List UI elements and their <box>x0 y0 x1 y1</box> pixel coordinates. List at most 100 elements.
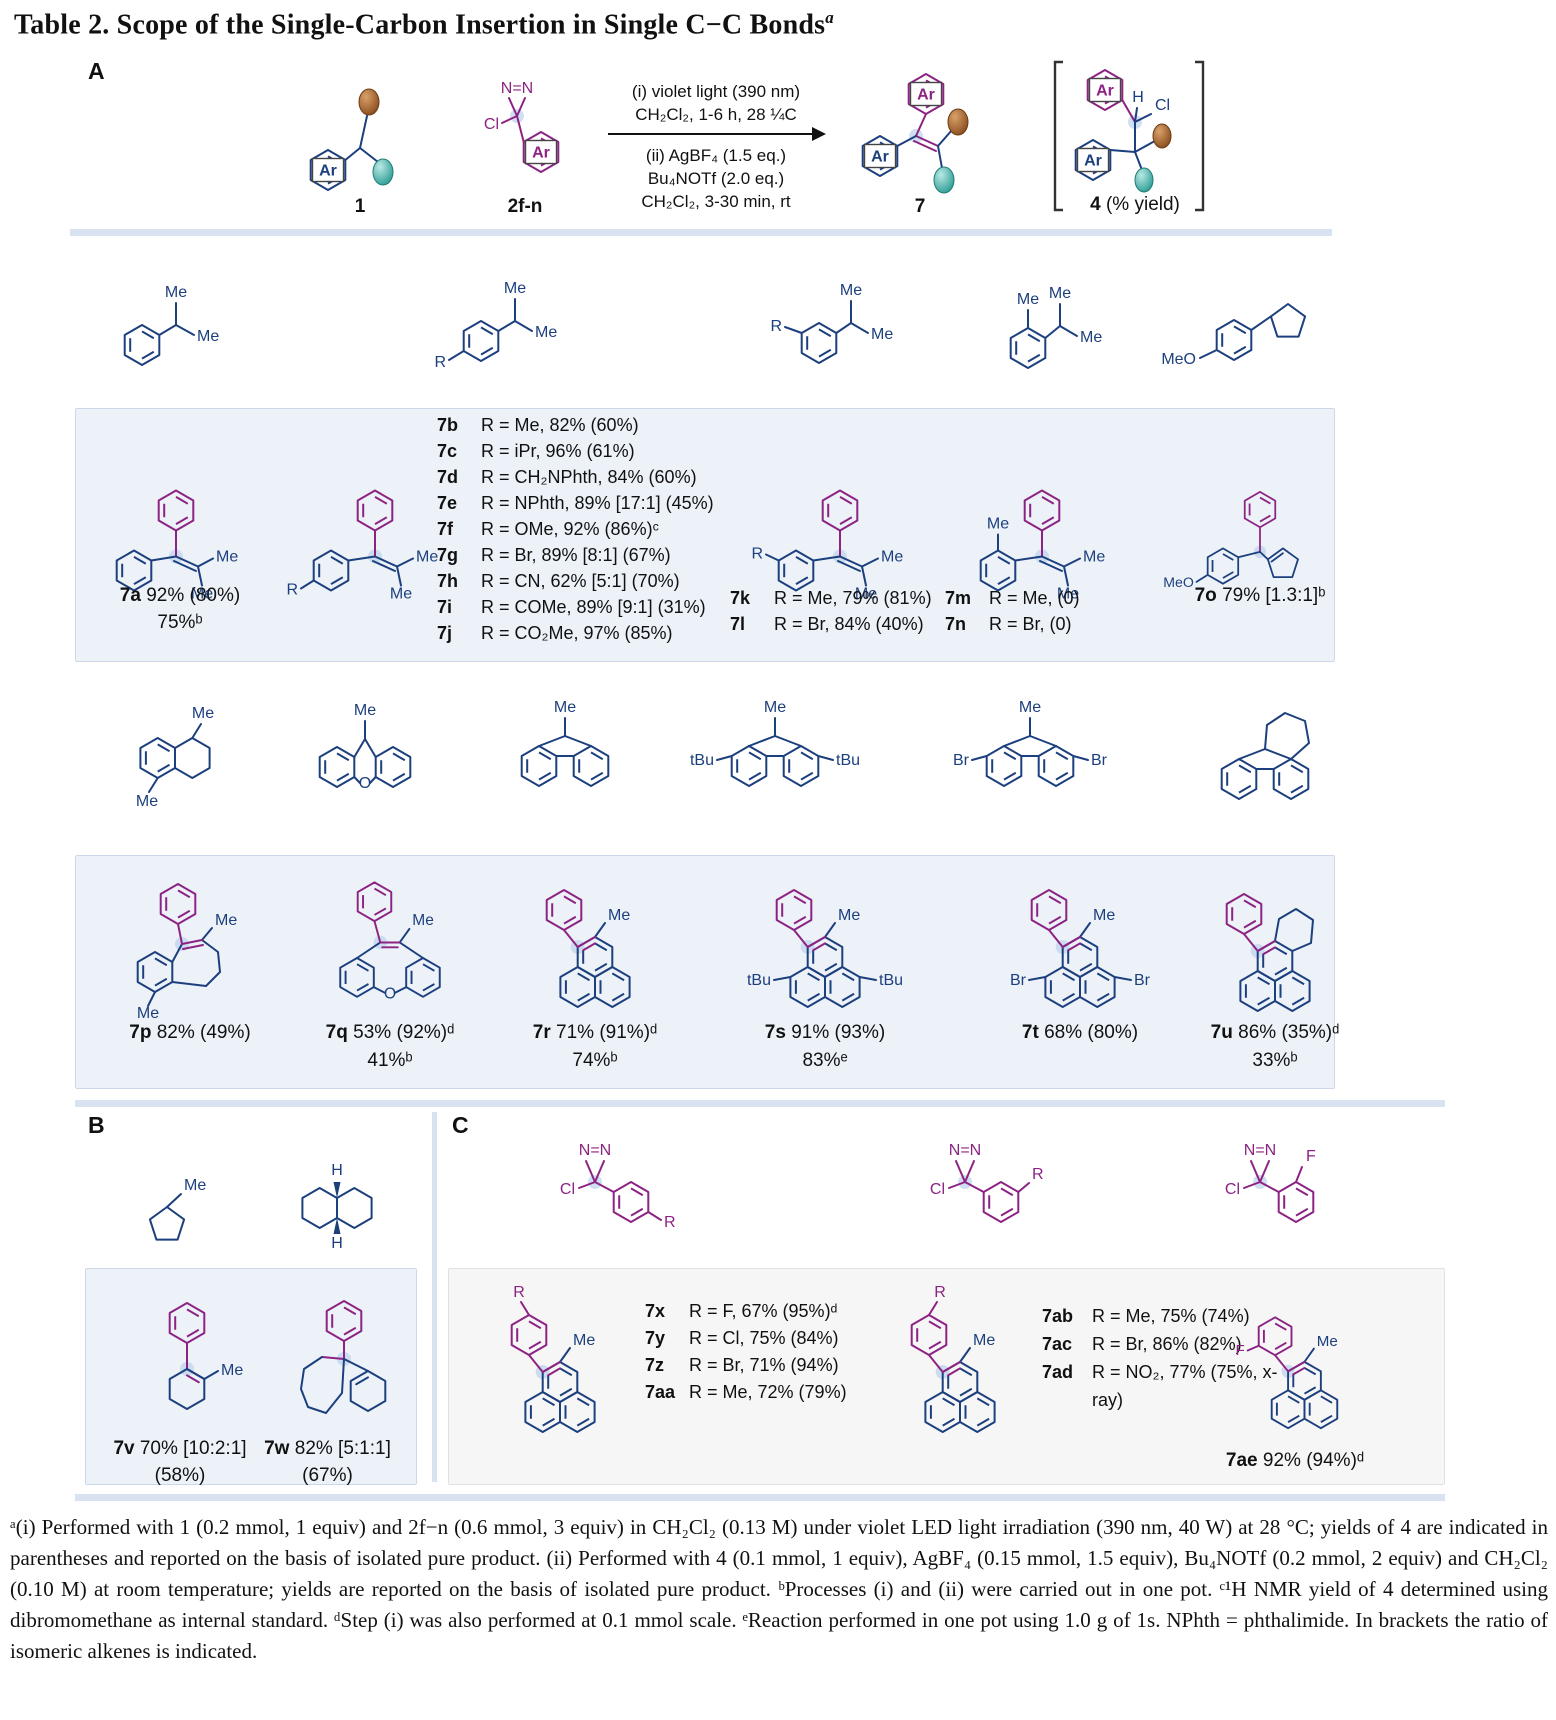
scope-entry: 7d R = CH₂NPhth, 84% (60%) <box>437 467 697 487</box>
meo-label: MeO <box>1161 351 1196 368</box>
yield-7r: 7r 71% (91%)ᵈ <box>532 1022 658 1043</box>
panel-a-label: A <box>88 58 105 84</box>
me-label: Me <box>881 549 903 566</box>
scope-entry: 7m R = Me, (0) <box>945 588 1080 608</box>
meo-label: MeO <box>1163 574 1194 590</box>
f-label: F <box>1236 1342 1245 1359</box>
reaction-arrow <box>608 127 826 141</box>
r-label: R <box>286 582 298 599</box>
me-label: Me <box>197 328 219 345</box>
structure-cumene-ortho-me: Me Me Me <box>1009 285 1102 369</box>
scope-entry: 7c R = iPr, 96% (61%) <box>437 441 635 461</box>
me-label: Me <box>535 324 557 341</box>
compound-1-label: 1 <box>354 196 366 217</box>
structure-substrate-1: Ar <box>309 88 394 191</box>
diazirine-nn-label: N=N <box>949 1142 981 1159</box>
me-label: Me <box>1019 699 1041 716</box>
tbu-label: tBu <box>747 972 771 989</box>
structure-cyclohexane-fused-fluorene <box>1220 712 1310 800</box>
tbu-label: tBu <box>879 972 903 989</box>
cl-label: Cl <box>1225 1181 1240 1198</box>
scope-list-7k-7l: 7k R = Me, 79% (81%) 7l R = Br, 84% (40%) <box>730 585 960 637</box>
me-label: Me <box>191 586 213 603</box>
cl-label: Cl <box>484 116 499 133</box>
me-label: Me <box>855 586 877 603</box>
structure-intermediate-4: Ar H Cl Ar <box>1053 60 1205 212</box>
structure-diazirine-2fn: N=N Cl Ar <box>484 80 560 173</box>
me-label: Me <box>764 699 786 716</box>
product-box-b <box>85 1268 417 1485</box>
me-label: Me <box>1080 329 1102 346</box>
scope-entry: 7j R = CO₂Me, 97% (85%) <box>437 623 673 643</box>
yield-7t: 7t 68% (80%) <box>1021 1022 1139 1043</box>
yield-7a: 7a 92% (80%) <box>119 585 241 606</box>
cl-label: Cl <box>930 1181 945 1198</box>
me-label: Me <box>608 907 630 924</box>
brown-substituent-ball <box>947 108 969 136</box>
tbu-label: tBu <box>836 752 860 769</box>
scope-entry: 7b R = Me, 82% (60%) <box>437 415 639 435</box>
ar-label: Ar <box>917 87 935 104</box>
yield-7p: 7p 82% (49%) <box>129 1022 251 1043</box>
section-divider <box>75 1494 1445 1501</box>
structure-7s: Me tBu tBu <box>747 889 903 1008</box>
r-label: R <box>513 1284 525 1301</box>
yield-7q-sub: 41%ᵇ <box>367 1050 413 1071</box>
structure-7t: Me Br Br <box>1010 889 1151 1008</box>
scope-list-7x-7aa: 7x R = F, 67% (95%)ᵈ 7y R = Cl, 75% (84%) … <box>645 1298 885 1406</box>
br-label: Br <box>953 752 970 769</box>
structure-7ae: Me F <box>1236 1316 1339 1430</box>
panel-b-label: B <box>88 1112 105 1138</box>
scope-entry: 7ab R = Me, 75% (74%) <box>1042 1306 1250 1326</box>
structure-cumene: Me Me <box>123 284 219 366</box>
r-label: R <box>751 546 763 563</box>
structure-7a: Me Me <box>115 489 238 603</box>
me-label: Me <box>871 326 893 343</box>
brown-substituent-ball <box>1152 123 1172 149</box>
me-label: Me <box>165 284 187 301</box>
o-label: O <box>384 986 396 1003</box>
structure-product-7: Ar Ar <box>861 73 969 194</box>
r-label: R <box>770 318 782 335</box>
condition-line: CH₂Cl₂, 3-30 min, rt <box>641 192 791 211</box>
structure-ditbu-methylfluorene: Me tBu tBu <box>690 699 860 787</box>
structure-cumene-meta-r: Me Me R <box>770 282 893 364</box>
product-box-row2 <box>75 855 1335 1089</box>
me-label: Me <box>840 282 862 299</box>
o-label: O <box>359 775 371 792</box>
panel-c-label: C <box>452 1112 469 1138</box>
yield-7o: 7o 79% [1.3:1]ᵇ <box>1194 585 1326 606</box>
structure-7p: Me Me <box>136 883 237 1022</box>
structure-cumene-para-r: Me Me R <box>434 280 557 371</box>
r-label: R <box>664 1214 676 1231</box>
structure-dimethyltetralin: Me Me <box>136 705 214 810</box>
f-label: F <box>1306 1148 1316 1165</box>
diazirine-nn-label: N=N <box>1244 1142 1276 1159</box>
yield-7u: 7u 86% (35%)ᵈ <box>1210 1022 1340 1043</box>
br-label: Br <box>1010 972 1027 989</box>
structure-7q: O Me <box>339 881 441 1003</box>
me-label: Me <box>573 1332 595 1349</box>
structure-dibromo-methylfluorene: Me Br Br <box>953 699 1108 787</box>
yield-7w: 7w 82% [5:1:1] <box>264 1438 391 1459</box>
compound-7-label: 7 <box>914 196 926 217</box>
me-label: Me <box>390 586 412 603</box>
r-label: R <box>934 1284 946 1301</box>
me-label: Me <box>412 912 434 929</box>
me-label: Me <box>973 1332 995 1349</box>
r-label: R <box>1032 1166 1044 1183</box>
scope-list-7b-7j: 7b R = Me, 82% (60%) 7c R = iPr, 96% (61%)… <box>437 412 757 646</box>
brown-substituent-ball <box>358 88 380 116</box>
h-label: H <box>1132 89 1144 106</box>
scope-entry: 7i R = COMe, 89% [9:1] (31%) <box>437 597 706 617</box>
structure-7u <box>1225 893 1314 1012</box>
condition-line: (ii) AgBF₄ (1.5 eq.) <box>645 146 787 165</box>
me-label: Me <box>354 702 376 719</box>
structure-diazirine-para-r: N=N Cl R <box>560 1142 676 1231</box>
teal-substituent-ball <box>1134 167 1154 193</box>
product-box-row1 <box>75 408 1335 662</box>
me-label: Me <box>1317 1333 1338 1350</box>
structure-decalin: H H <box>301 1162 373 1252</box>
intermediate-4-label: 4 (% yield) <box>1090 194 1180 215</box>
